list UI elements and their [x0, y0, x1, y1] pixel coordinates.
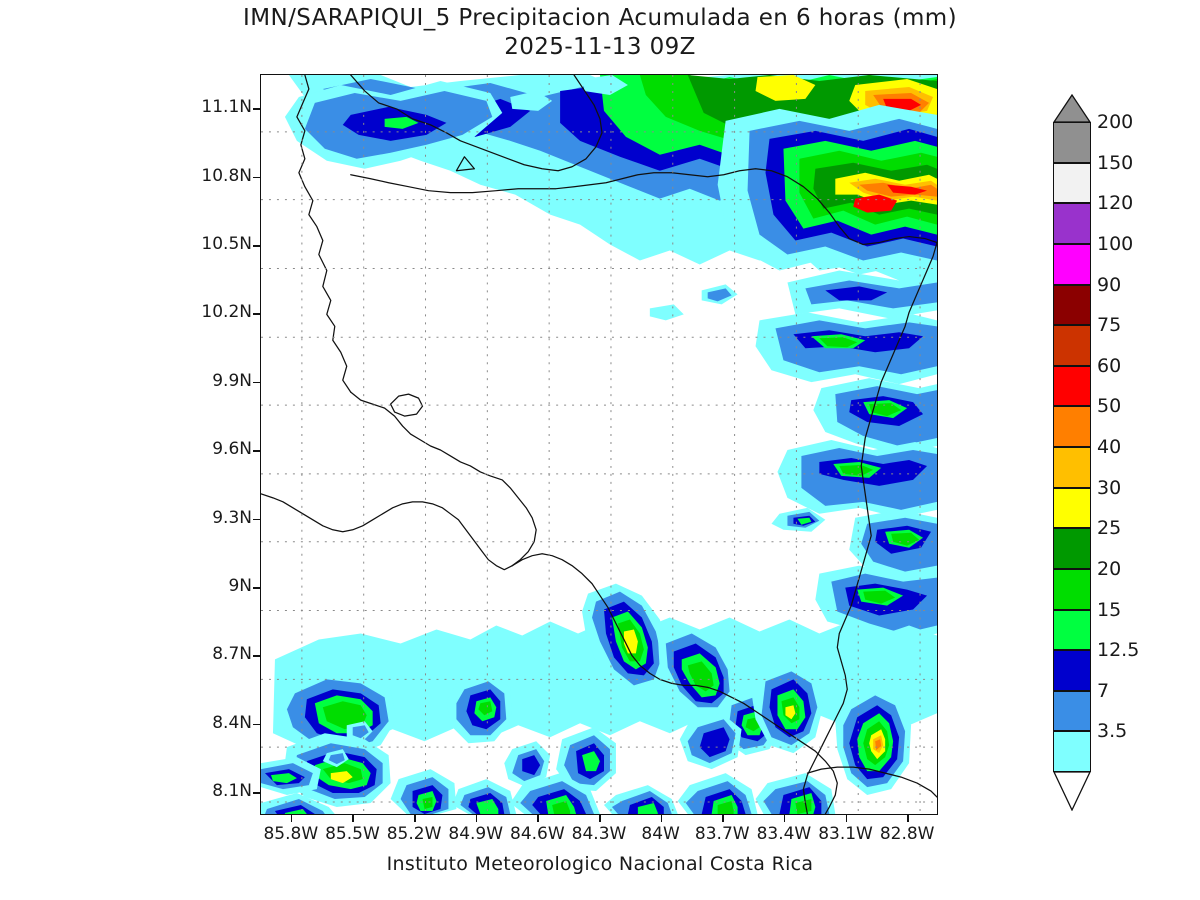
colorbar-tick-label: 150 — [1097, 151, 1134, 174]
colorbar-swatch[interactable] — [1053, 406, 1091, 447]
y-axis-tick-mark — [253, 655, 260, 657]
colorbar-tick-label: 3.5 — [1097, 720, 1128, 743]
y-axis-tick-label: 8.1N — [212, 781, 252, 802]
y-axis-tick-mark — [253, 518, 260, 521]
x-axis-tick-mark — [475, 815, 478, 822]
x-axis-tick-mark — [352, 815, 354, 822]
x-axis-tick-label: 82.8W — [879, 824, 935, 844]
y-axis-tick-mark — [253, 587, 260, 589]
x-axis-tick-mark — [414, 815, 416, 822]
y-axis-tick-mark — [253, 245, 260, 247]
x-axis-tick-label: 83.4W — [756, 824, 812, 844]
y-axis-tick-label: 9.6N — [212, 439, 252, 460]
colorbar-swatch[interactable] — [1053, 122, 1091, 163]
colorbar-tick-label: 30 — [1097, 476, 1122, 499]
y-axis-tick-mark — [253, 381, 260, 384]
y-axis-tick-label: 8.4N — [212, 712, 252, 733]
y-axis-tick-mark — [253, 176, 260, 179]
colorbar-tick-label: 100 — [1097, 232, 1134, 255]
x-axis-tick-mark — [722, 815, 724, 822]
chart-title-block: IMN/SARAPIQUI_5 Precipitacion Acumulada … — [0, 4, 1200, 62]
precip-small-cells-upper — [510, 75, 738, 321]
colorbar-tick-label: 20 — [1097, 557, 1122, 580]
x-axis-tick-label: 85.2W — [386, 824, 442, 844]
y-axis-tick-mark — [253, 108, 260, 110]
colorbar-swatch[interactable] — [1053, 162, 1091, 204]
x-axis-tick-label: 85.5W — [325, 824, 380, 844]
precip-region-caribbean-max — [717, 104, 937, 275]
y-axis-tick-label: 10.2N — [201, 302, 252, 323]
x-axis-tick-mark — [660, 815, 663, 822]
x-axis-tick-label: 84.6W — [510, 824, 565, 844]
y-axis-tick-label: 11.1N — [201, 97, 252, 118]
colorbar-tick-label: 40 — [1097, 436, 1122, 458]
map-gridlines — [261, 75, 937, 814]
precip-region-nicaragua-band — [284, 80, 503, 169]
colorbar-tick-label: 120 — [1097, 192, 1134, 215]
x-axis-tick-mark — [599, 815, 601, 822]
x-axis-tick-mark — [537, 815, 539, 822]
y-axis-tick-label: 8.7N — [212, 644, 252, 665]
x-axis-tick-label: 83.7W — [694, 824, 750, 844]
chart-subtitle: 2025-11-13 09Z — [504, 34, 696, 60]
y-axis-tick-label: 10.8N — [201, 165, 252, 186]
precip-cell-southeast — [751, 661, 824, 754]
precip-cluster-central-south — [446, 673, 616, 792]
precip-region-northeast-scattered — [755, 270, 937, 642]
colorbar-tick-label: 12.5 — [1097, 639, 1140, 662]
page-title: IMN/SARAPIQUI_5 Precipitacion Acumulada … — [243, 5, 957, 31]
y-axis-tick-label: 9.9N — [212, 370, 252, 391]
y-axis-tick-label: 9.3N — [212, 507, 252, 528]
colorbar-swatch[interactable] — [1053, 243, 1091, 285]
colorbar-over-arrow — [1053, 94, 1091, 123]
y-axis-tick-mark — [253, 723, 260, 726]
x-axis-tick-mark — [845, 815, 848, 822]
colorbar-swatch[interactable] — [1053, 365, 1091, 407]
colorbar-swatch[interactable] — [1053, 325, 1091, 366]
colorbar-tick-label: 7 — [1097, 679, 1110, 702]
colorbar-swatch[interactable] — [1053, 690, 1091, 732]
y-axis-tick-label: 9N — [228, 576, 252, 596]
colorbar-swatch[interactable] — [1053, 284, 1091, 326]
x-axis-tick-mark — [907, 815, 909, 822]
x-axis-tick-label: 85.8W — [263, 824, 319, 844]
colorbar-tick-label: 25 — [1097, 517, 1122, 540]
precipitation-map-plot — [260, 74, 938, 815]
x-axis-tick-label: 84.3W — [571, 824, 627, 844]
colorbar-tick-label: 15 — [1097, 598, 1122, 621]
colorbar-swatch[interactable] — [1053, 731, 1091, 772]
colorbar-swatch[interactable] — [1053, 528, 1091, 569]
colorbar-swatch[interactable] — [1053, 203, 1091, 244]
colorbar-swatch[interactable] — [1053, 609, 1091, 651]
x-axis-tick-mark — [290, 815, 293, 822]
colorbar-swatch[interactable] — [1053, 650, 1091, 691]
colorbar-tick-label: 75 — [1097, 314, 1122, 337]
coastline-overlay — [261, 75, 937, 814]
x-axis-tick-label: 83.1W — [818, 824, 873, 844]
y-axis-tick-mark — [253, 313, 260, 315]
attribution-footer: Instituto Meteorologico Nacional Costa R… — [386, 853, 814, 875]
colorbar-tick-label: 200 — [1097, 111, 1134, 133]
colorbar-swatch[interactable] — [1053, 447, 1091, 488]
colorbar-under-arrow — [1053, 771, 1091, 811]
y-axis-tick-label: 10.5N — [201, 234, 252, 254]
colorbar-tick-label: 50 — [1097, 395, 1122, 418]
colorbar-swatch[interactable] — [1053, 568, 1091, 610]
x-axis-tick-mark — [783, 815, 786, 822]
precipitation-field-canvas — [261, 75, 937, 814]
x-axis-tick-label: 84W — [641, 824, 680, 844]
x-axis-tick-label: 84.9W — [448, 824, 504, 844]
y-axis-tick-mark — [253, 450, 260, 452]
y-axis-tick-mark — [253, 792, 260, 794]
colorbar-tick-label: 60 — [1097, 354, 1122, 377]
colorbar-swatch[interactable] — [1053, 487, 1091, 529]
colorbar[interactable]: 3.5 7 12.5 15 20 25 30 40 50 60 75 90 100 120 150 200 — [1053, 111, 1139, 772]
colorbar-tick-label: 90 — [1097, 273, 1122, 296]
